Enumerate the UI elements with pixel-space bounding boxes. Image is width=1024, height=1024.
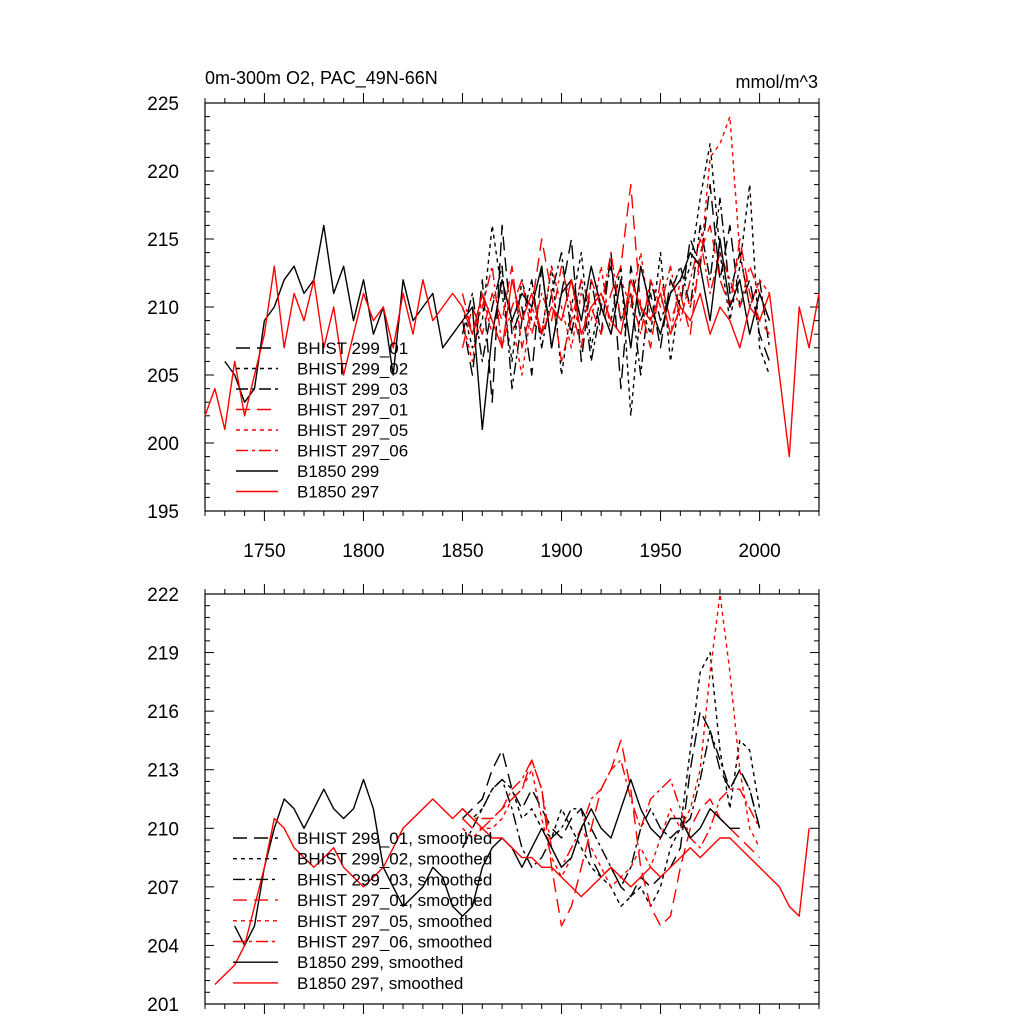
bottom-legend-label: B1850 297, smoothed [297,974,463,993]
bottom-ytick-label: 201 [147,995,179,1016]
bottom-legend-label: B1850 299, smoothed [297,953,463,972]
top-series-line-2 [461,143,771,417]
bottom-series-line-5 [462,593,761,888]
bottom-ytick-label: 210 [147,819,179,840]
top-xtick-label: 2000 [738,541,780,562]
top-ytick-label: 200 [147,434,179,455]
bottom-plot-frame [204,593,820,1005]
bottom-ytick-label: 207 [147,878,179,899]
top-ytick-label: 215 [147,230,179,251]
top-ytick-label: 225 [147,94,179,115]
top-series-line-6 [461,238,771,349]
bottom-legend-label: BHIST 297_05, smoothed [297,912,492,931]
top-xtick-label: 1900 [540,541,582,562]
top-series-line-5 [461,115,771,376]
bottom-series-line-3 [461,730,761,888]
bottom-legend-label: BHIST 297_06, smoothed [297,933,492,952]
chart-title: 0m-300m O2, PAC_49N-66N [205,68,438,89]
bottom-ytick-label: 213 [147,761,179,782]
top-xtick-label: 1750 [243,541,285,562]
top-ytick-label: 205 [147,366,179,387]
top-ytick-label: 210 [147,298,179,319]
top-series-line-8 [204,265,820,458]
top-legend-label: BHIST 297_05 [297,421,408,440]
bottom-ytick-label: 216 [147,702,179,723]
bottom-legend-label: BHIST 299_02, smoothed [297,850,492,869]
bottom-legend-label: BHIST 299_01, smoothed [297,829,492,848]
top-legend-label: BHIST 299_03 [297,380,408,399]
top-legend-label: BHIST 297_01 [297,401,408,420]
bottom-ytick-label: 222 [147,585,179,606]
units-label: mmol/m^3 [736,72,818,92]
top-series-line-4 [461,183,771,363]
top-xtick-label: 1800 [342,541,384,562]
top-ytick-label: 220 [147,162,179,183]
bottom-chart: 201 204 207 210 213 216 219 222 BHIST 299_01, sm… [147,584,820,1016]
top-series-line-3 [461,197,771,390]
bottom-ytick-label: 204 [147,936,179,957]
top-legend-label: B1850 297 [297,483,379,502]
top-series-line-1 [461,183,771,403]
top-legend-label: BHIST 299_01 [297,339,408,358]
top-xtick-label: 1950 [639,541,681,562]
bottom-series-line-4 [462,739,761,927]
bottom-series-line-7 [234,778,740,947]
top-ytick-label: 195 [147,502,179,523]
bottom-series-line-8 [214,798,810,985]
bottom-series-line-6 [462,759,761,868]
top-chart: 195 200 205 210 215 220 225 1750 1800 1850 1900 195… [147,93,820,562]
bottom-series-line-1 [462,710,761,898]
top-series-line-7 [224,224,771,431]
bottom-legend-label: BHIST 297_01, smoothed [297,891,492,910]
top-legend-label: BHIST 297_06 [297,442,408,461]
top-legend-label: B1850 299 [297,462,379,481]
top-legend-label: BHIST 299_02 [297,360,408,379]
bottom-legend-label: BHIST 299_03, smoothed [297,870,492,889]
top-xtick-label: 1850 [441,541,483,562]
bottom-ytick-label: 219 [147,644,179,665]
